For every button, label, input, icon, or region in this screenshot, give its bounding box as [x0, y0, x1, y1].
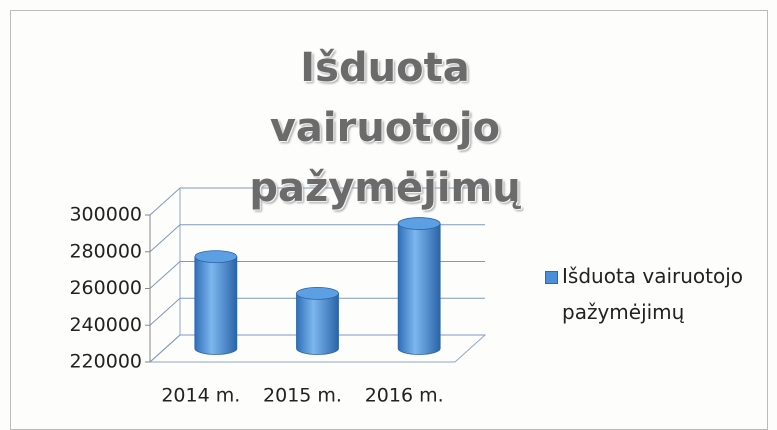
x-tick-label: 2016 m. [365, 385, 444, 407]
y-tick-label: 240000 [69, 314, 142, 336]
y-tick-label: 280000 [69, 240, 142, 262]
bar [296, 292, 339, 355]
bar [194, 256, 238, 355]
bar-top [296, 286, 339, 300]
grid-line [149, 334, 485, 363]
bar-top [194, 250, 238, 264]
grid-line [149, 224, 485, 253]
x-tick-label: 2015 m. [263, 385, 342, 407]
bar [397, 223, 441, 355]
grid-line [149, 187, 485, 216]
y-tick-label: 220000 [69, 351, 142, 373]
legend-swatch [545, 271, 558, 284]
legend-label: Išduota vairuotojo pažymėjimų [562, 264, 744, 324]
chart-title: Išduota vairuotojo pažymėjimų [249, 45, 521, 211]
bar-top [397, 217, 441, 230]
x-tick-label: 2014 m. [161, 385, 240, 407]
y-tick-label: 260000 [69, 277, 142, 299]
grid-line [149, 297, 485, 326]
y-tick-label: 300000 [69, 204, 142, 226]
grid-line [149, 261, 485, 289]
